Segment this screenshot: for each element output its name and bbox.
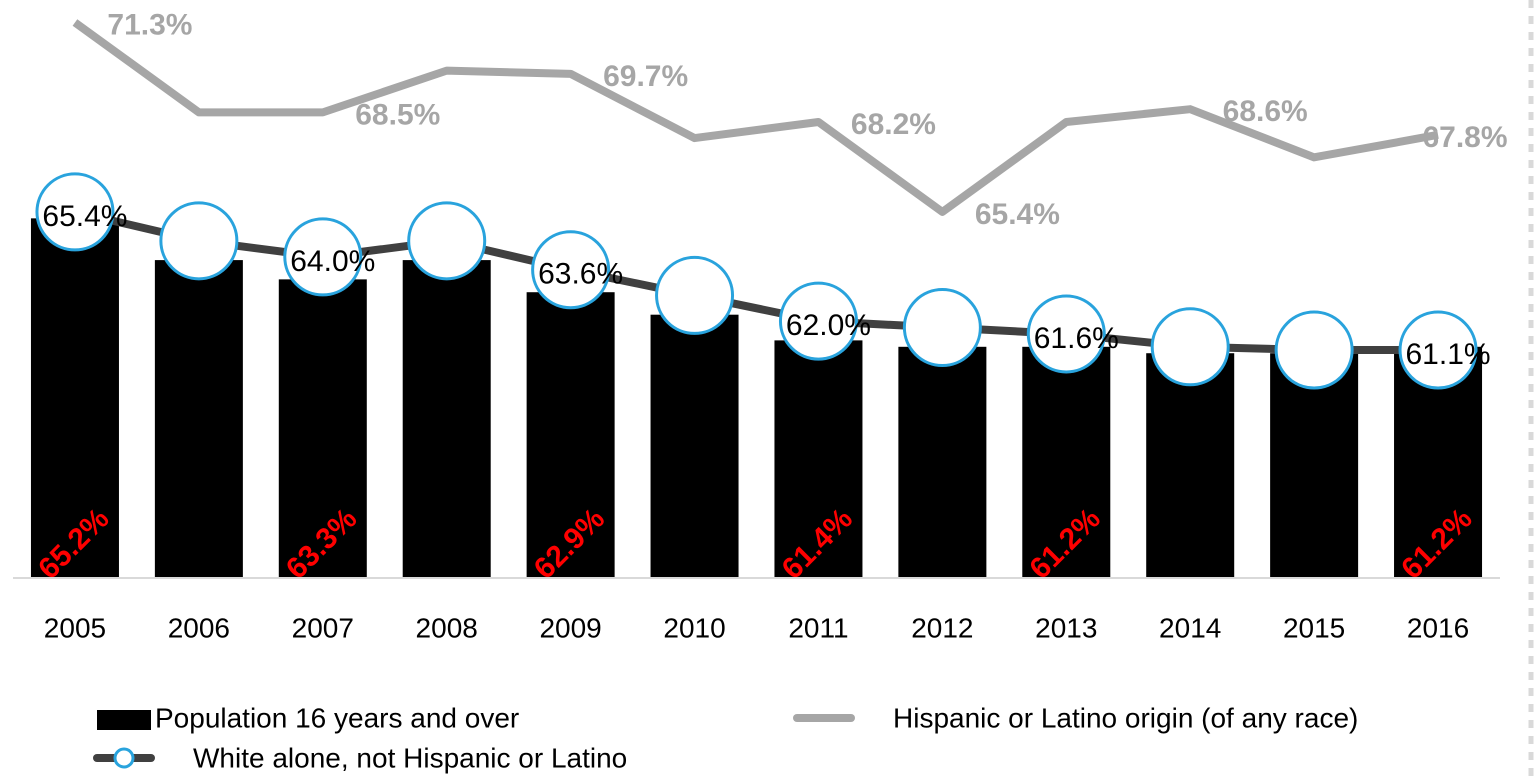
bar — [526, 292, 615, 578]
data-label: 65.4% — [975, 198, 1060, 231]
data-label: 69.7% — [603, 60, 688, 93]
data-label: 61.1% — [1406, 338, 1491, 371]
data-label: 65.4% — [42, 200, 127, 233]
legend-swatch — [97, 710, 151, 730]
x-tick-label: 2009 — [539, 612, 601, 643]
x-tick-label: 2006 — [168, 612, 230, 643]
legend-label: Population 16 years and over — [155, 702, 519, 733]
legend-label: White alone, not Hispanic or Latino — [193, 742, 627, 773]
bar — [1146, 353, 1235, 578]
legend-label: Hispanic or Latino origin (of any race) — [893, 702, 1358, 733]
bar — [278, 279, 367, 578]
marker — [283, 217, 363, 297]
bar — [402, 260, 491, 578]
bar — [1270, 353, 1359, 578]
bar — [650, 314, 739, 578]
legend-item: Hispanic or Latino origin (of any race) — [793, 702, 1358, 733]
x-tick-label: 2010 — [663, 612, 725, 643]
marker — [1398, 310, 1478, 390]
legend-marker — [113, 747, 135, 769]
data-label: 68.5% — [355, 98, 440, 131]
data-label: 71.3% — [107, 8, 192, 41]
x-tick-label: 2011 — [788, 612, 848, 643]
x-tick-label: 2016 — [1407, 612, 1469, 643]
bar — [1022, 346, 1111, 578]
marker — [407, 201, 487, 281]
data-label: 62.0% — [786, 309, 871, 342]
bar — [154, 260, 243, 578]
marker — [1150, 307, 1230, 387]
bar — [774, 340, 863, 578]
x-tick-label: 2008 — [416, 612, 478, 643]
bar — [30, 218, 119, 578]
data-label: 64.0% — [290, 245, 375, 278]
x-tick-label: 2005 — [44, 612, 106, 643]
marker — [1026, 294, 1106, 374]
marker — [1274, 310, 1354, 390]
data-label: 61.6% — [1034, 322, 1119, 355]
marker — [655, 255, 735, 335]
x-tick-label: 2007 — [292, 612, 354, 643]
data-label: 67.8% — [1422, 121, 1507, 154]
x-tick-label: 2015 — [1283, 612, 1345, 643]
bar — [898, 346, 987, 578]
marker — [902, 288, 982, 368]
marker — [159, 201, 239, 281]
data-label: 68.2% — [851, 108, 936, 141]
legend-item: Population 16 years and over — [97, 702, 519, 733]
legend-item: White alone, not Hispanic or Latino — [93, 742, 627, 773]
x-tick-label: 2012 — [911, 612, 973, 643]
data-label: 63.6% — [538, 258, 623, 291]
marker — [35, 172, 115, 252]
line — [72, 19, 1439, 216]
marker — [531, 230, 611, 310]
marker — [778, 281, 858, 361]
data-label: 68.6% — [1223, 95, 1308, 128]
x-tick-label: 2013 — [1035, 612, 1097, 643]
x-tick-label: 2014 — [1159, 612, 1221, 643]
